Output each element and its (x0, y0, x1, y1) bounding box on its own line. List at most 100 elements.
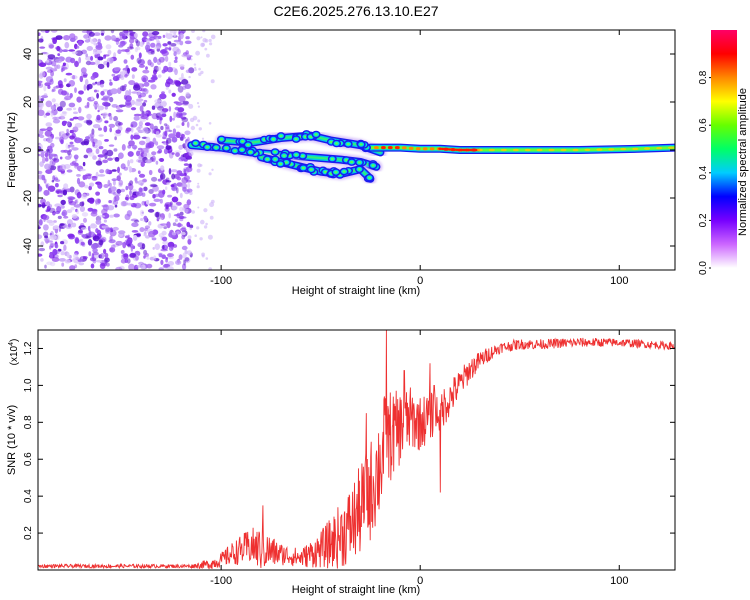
noise-speckle (153, 56, 158, 64)
noise-speckle (95, 191, 100, 196)
noise-speckle (182, 252, 187, 259)
noise-speckle (201, 254, 205, 258)
noise-speckle (115, 109, 124, 113)
noise-speckle (123, 166, 129, 171)
noise-speckle (157, 66, 161, 71)
noise-speckle (93, 89, 98, 93)
noise-speckle (96, 140, 103, 147)
noise-speckle (68, 80, 76, 87)
noise-speckle (114, 193, 121, 197)
noise-speckle (203, 208, 208, 213)
noise-speckle (90, 263, 95, 269)
noise-speckle (128, 263, 135, 270)
noise-speckle (105, 44, 112, 50)
noise-speckle (45, 169, 53, 175)
snr-y-multiplier-exponent: 4 (8, 342, 15, 346)
noise-speckle (120, 163, 126, 170)
y-tick-label: 1.0 (23, 378, 34, 392)
noise-speckle (68, 102, 76, 108)
noise-speckle (137, 170, 141, 174)
noise-speckle (167, 41, 172, 45)
noise-speckle (125, 100, 132, 106)
y-tick-label: -40 (22, 238, 34, 254)
noise-speckle (131, 222, 139, 228)
noise-speckle (173, 59, 178, 64)
noise-speckle (101, 212, 110, 219)
noise-speckle (72, 258, 76, 261)
noise-speckle (196, 102, 200, 105)
noise-speckle (127, 159, 130, 167)
noise-speckle (198, 67, 201, 71)
noise-speckle (194, 68, 197, 71)
noise-speckle (201, 137, 205, 140)
noise-speckle (154, 211, 161, 218)
noise-speckle (103, 219, 107, 223)
signal-hot-core (422, 147, 428, 151)
noise-speckle (67, 233, 75, 238)
noise-speckle (115, 120, 121, 127)
noise-speckle (208, 172, 212, 176)
y-tick-label: 0.4 (23, 489, 34, 503)
noise-speckle (138, 52, 142, 59)
signal-blob (276, 132, 286, 140)
noise-speckle (132, 168, 136, 171)
noise-speckle (77, 116, 85, 121)
noise-speckle (76, 191, 82, 199)
noise-speckle (187, 182, 191, 189)
noise-speckle (109, 115, 113, 121)
noise-speckle (131, 99, 135, 106)
noise-speckle (160, 259, 164, 265)
noise-speckle (55, 136, 60, 140)
noise-speckle (83, 34, 90, 39)
noise-speckle (85, 173, 92, 177)
noise-speckle (179, 64, 185, 68)
noise-speckle (142, 102, 147, 107)
noise-speckle (184, 257, 190, 262)
noise-speckle (95, 219, 102, 225)
noise-speckle (120, 250, 125, 254)
noise-speckle (127, 243, 131, 248)
noise-speckle (175, 131, 181, 138)
noise-speckle (176, 187, 179, 194)
noise-speckle (197, 105, 200, 108)
noise-speckle (66, 128, 69, 133)
noise-speckle (84, 184, 89, 189)
noise-speckle (131, 74, 135, 79)
noise-speckle (135, 38, 139, 44)
noise-speckle (49, 165, 57, 171)
noise-speckle (144, 122, 151, 126)
noise-speckle (99, 215, 106, 218)
noise-speckle (48, 44, 54, 49)
noise-speckle (154, 99, 162, 104)
noise-speckle (48, 147, 53, 154)
snr-plot-area (38, 330, 675, 570)
noise-speckle (86, 113, 92, 120)
noise-speckle (181, 79, 189, 85)
noise-speckle (158, 267, 164, 270)
noise-speckle (55, 35, 63, 40)
snr-x-label: Height of straight line (km) (292, 584, 420, 596)
noise-speckle (46, 69, 53, 73)
noise-speckle (49, 252, 53, 259)
y-tick-label: 20 (22, 96, 34, 108)
noise-speckle (120, 104, 123, 109)
noise-speckle (131, 67, 138, 72)
noise-speckle (155, 134, 162, 138)
noise-speckle (49, 245, 52, 250)
noise-speckle (123, 59, 128, 64)
noise-speckle (65, 188, 73, 193)
noise-speckle (175, 260, 182, 265)
noise-speckle (205, 222, 208, 226)
noise-speckle (147, 30, 154, 33)
noise-speckle (38, 203, 42, 208)
noise-speckle (67, 121, 70, 127)
noise-speckle (129, 253, 137, 259)
noise-speckle (85, 53, 88, 58)
noise-speckle (44, 235, 49, 239)
noise-speckle (154, 102, 162, 109)
noise-speckle (57, 88, 64, 95)
signal-hot-core (512, 148, 519, 152)
noise-speckle (127, 67, 130, 74)
x-tick-label: -100 (210, 275, 232, 287)
noise-speckle (149, 123, 154, 130)
